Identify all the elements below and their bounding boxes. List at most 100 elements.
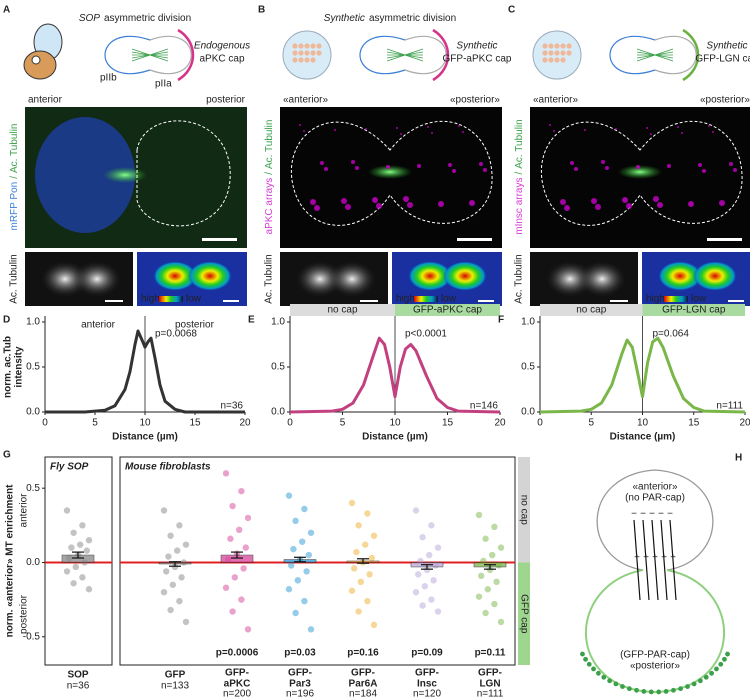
data-point [236, 526, 243, 533]
cap-band [642, 304, 745, 316]
data-point [238, 487, 245, 495]
puncta [702, 169, 706, 173]
data-point [229, 608, 236, 615]
puncta [396, 127, 398, 129]
y-tick-label: 1.0 [271, 317, 285, 328]
dish-cell [548, 57, 554, 63]
p-value: p=0.16 [347, 648, 379, 659]
microtubule [642, 519, 650, 601]
data-point [484, 586, 491, 593]
p-value: p=0.09 [411, 648, 443, 659]
side-band-label: GFP cap [518, 594, 529, 634]
panel-letter: H [735, 453, 742, 464]
data-point [174, 547, 181, 554]
spindle-glow [103, 167, 147, 183]
dish-cell [298, 43, 304, 49]
dish-cell [554, 57, 560, 63]
category-prefix: GFP- [225, 668, 249, 679]
puncta [549, 124, 551, 126]
diagram-label: «posterior» [630, 661, 680, 672]
data-point [229, 502, 236, 510]
data-point [362, 541, 369, 548]
data-point [63, 507, 71, 514]
x-axis-label: Distance (µm) [362, 432, 428, 443]
category-prefix: GFP- [351, 668, 375, 679]
cap-dot [691, 681, 697, 687]
cell-label: pIIb [100, 73, 117, 84]
puncta [324, 167, 328, 171]
puncta [719, 200, 725, 206]
puncta [320, 161, 324, 165]
panel-letter: B [258, 5, 265, 16]
x-tick-label: 15 [442, 418, 454, 429]
title-em: SOP [79, 13, 100, 24]
data-point [222, 470, 230, 477]
n-label: n=146 [470, 401, 499, 412]
dish-cell [542, 43, 548, 49]
puncta [469, 200, 475, 206]
data-point [163, 568, 170, 575]
anterior-label: anterior [28, 95, 63, 106]
heat-scale [414, 296, 438, 302]
data-point [428, 596, 435, 603]
data-point [415, 571, 422, 578]
data-point [426, 551, 433, 559]
stain-part: / [264, 172, 275, 175]
cell-left [104, 35, 151, 75]
data-point [497, 544, 505, 551]
x-tick-label: 10 [139, 418, 151, 429]
data-point [301, 597, 308, 605]
data-point [491, 600, 498, 608]
n-label: n=36 [220, 401, 243, 412]
cell-right [404, 35, 447, 75]
cap-band-label: GFP-aPKC cap [413, 305, 482, 316]
minus-end: − [640, 509, 646, 520]
stain-label: aPKC arrays / Ac. Tubulin [264, 120, 275, 235]
cap-dot [583, 656, 588, 662]
category-name: LGN [479, 679, 500, 690]
dish-cell [566, 43, 572, 49]
cap-dot [678, 686, 683, 692]
puncta [458, 125, 460, 127]
side-band [518, 562, 530, 665]
nucleus-blue [35, 117, 135, 233]
minus-end: − [658, 509, 664, 520]
data-point [176, 522, 183, 529]
n-label: n=133 [161, 681, 190, 692]
y-tick-label: 0.0 [26, 407, 40, 418]
anterior-label: «anterior» [533, 95, 578, 106]
stain-label: mInsc arrays / Ac. Tubulin [514, 119, 525, 235]
plus-end: + [643, 553, 649, 564]
curve [289, 336, 501, 414]
cap [682, 28, 700, 82]
cap-dot [685, 684, 690, 689]
data-point [169, 581, 176, 588]
data-point [231, 574, 238, 581]
cap-dot [648, 689, 654, 695]
y-tick-label: 0.5 [26, 362, 40, 373]
puncta [431, 132, 433, 134]
scale-bar [457, 238, 492, 241]
puncta [452, 169, 456, 173]
data-point [303, 568, 310, 575]
scale-bar [360, 300, 378, 302]
data-point [85, 537, 93, 544]
data-point [165, 553, 172, 560]
dish-cell [304, 43, 310, 49]
stain-part: / [9, 176, 20, 179]
puncta [334, 129, 336, 131]
data-point [364, 510, 371, 517]
puncta [708, 125, 710, 127]
data-point [292, 517, 299, 525]
dish-cell [310, 43, 316, 49]
cap-dot [656, 689, 662, 695]
puncta [376, 203, 382, 209]
group-title: Mouse fibroblasts [125, 462, 211, 473]
data-point [70, 580, 77, 587]
dish-cell [548, 50, 554, 56]
puncta [462, 131, 464, 133]
minus-end: − [649, 509, 655, 520]
stain-part: Ac. Tubulin [514, 119, 525, 168]
heat-scale [664, 296, 688, 302]
plus-end: + [670, 553, 676, 564]
